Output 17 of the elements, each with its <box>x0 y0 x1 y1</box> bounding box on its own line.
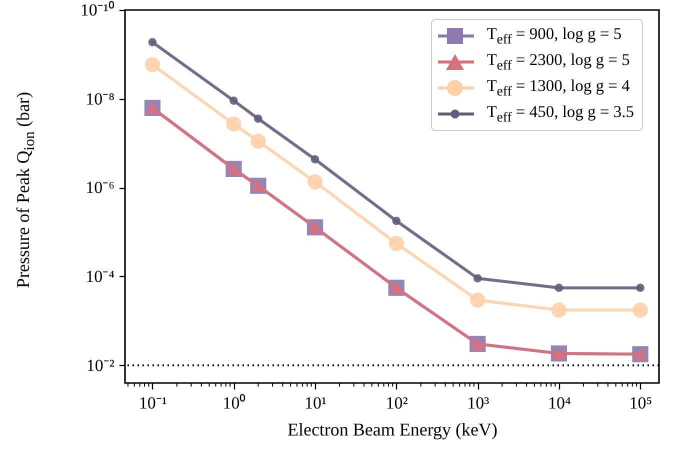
y-tick-label: 10⁻⁸ <box>86 89 115 108</box>
y-tick-label: 10⁻⁶ <box>86 178 115 198</box>
legend-label: T$_{eff}$ = 900, log g = 5 <box>486 24 622 48</box>
x-tick-label: 10¹ <box>304 394 327 412</box>
x-axis-title: Electron Beam Energy (keV) <box>287 420 498 440</box>
y-tick-label: 10⁻¹⁰ <box>80 0 114 20</box>
x-tick-label: 10⁰ <box>222 394 246 412</box>
x-tick-label: 10³ <box>467 394 490 412</box>
x-tick-label: 10⁵ <box>629 394 652 412</box>
legend-label: T$_{eff}$ = 450, log g = 3.5 <box>486 102 634 126</box>
x-tick-label: 10⁴ <box>548 394 571 412</box>
legend-label: T$_{eff}$ = 1300, log g = 4 <box>486 76 630 100</box>
legend-label: T$_{eff}$ = 2300, log g = 5 <box>486 50 630 74</box>
y-tick-label: 10⁻² <box>86 356 114 375</box>
y-tick-label: 10⁻⁴ <box>86 266 115 286</box>
x-tick-label: 10⁻¹ <box>138 394 167 412</box>
x-tick-label: 10² <box>386 394 408 412</box>
